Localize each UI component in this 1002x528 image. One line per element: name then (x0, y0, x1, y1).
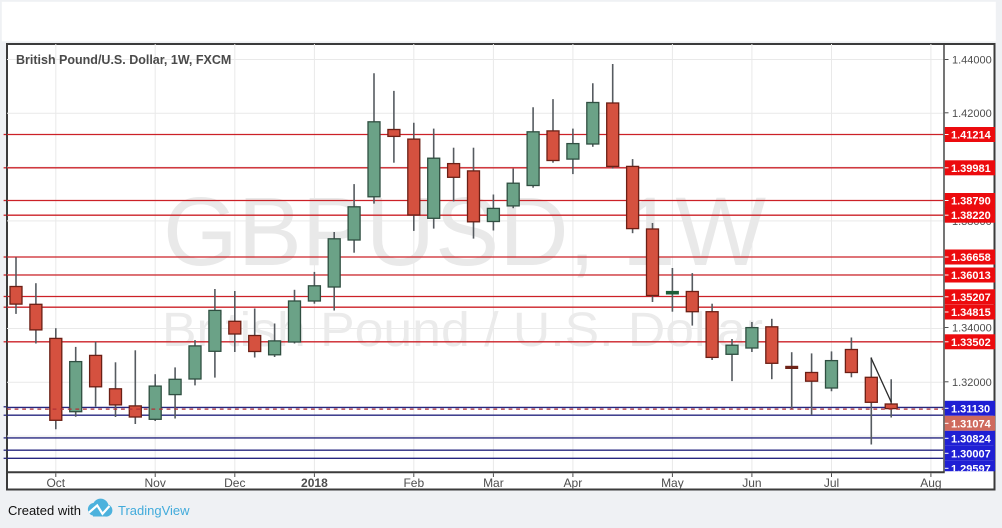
svg-text:Aug: Aug (920, 476, 941, 490)
svg-text:Dec: Dec (224, 476, 245, 490)
svg-text:1.34815: 1.34815 (951, 307, 991, 319)
svg-text:1.36658: 1.36658 (951, 252, 991, 264)
svg-text:1.42000: 1.42000 (952, 108, 992, 120)
svg-text:1.34000: 1.34000 (952, 323, 992, 335)
svg-text:May: May (661, 476, 684, 490)
svg-text:1.31130: 1.31130 (951, 403, 990, 415)
svg-text:1.39981: 1.39981 (951, 163, 991, 175)
svg-text:1.32000: 1.32000 (952, 377, 992, 389)
svg-text:British Pound / U.S. Dollar: British Pound / U.S. Dollar (162, 304, 763, 357)
svg-text:1.38220: 1.38220 (951, 210, 991, 222)
svg-text:Mar: Mar (483, 476, 504, 490)
svg-text:1.41214: 1.41214 (951, 130, 992, 142)
svg-text:Apr: Apr (564, 476, 583, 490)
svg-text:Created with: Created with (8, 503, 81, 518)
svg-text:1.31074: 1.31074 (951, 418, 992, 430)
svg-text:Oct: Oct (46, 476, 65, 490)
svg-text:British Pound/U.S. Dollar, 1W,: British Pound/U.S. Dollar, 1W, FXCM (16, 53, 231, 67)
svg-text:2018: 2018 (301, 476, 328, 490)
svg-text:GBPUSD, 1W: GBPUSD, 1W (163, 177, 766, 286)
svg-text:1.33502: 1.33502 (951, 337, 991, 349)
svg-text:Jun: Jun (742, 476, 761, 490)
svg-text:TradingView: TradingView (118, 503, 190, 518)
svg-text:1.44000: 1.44000 (952, 55, 992, 67)
svg-text:1.38790: 1.38790 (951, 196, 991, 208)
svg-text:Jul: Jul (824, 476, 839, 490)
svg-text:1.35207: 1.35207 (951, 292, 991, 304)
svg-text:Feb: Feb (403, 476, 424, 490)
svg-text:1.29597: 1.29597 (951, 463, 991, 475)
svg-text:Nov: Nov (145, 476, 166, 490)
svg-text:1.30007: 1.30007 (951, 448, 991, 460)
svg-text:1.36013: 1.36013 (951, 270, 991, 282)
svg-text:1.30824: 1.30824 (951, 433, 992, 445)
